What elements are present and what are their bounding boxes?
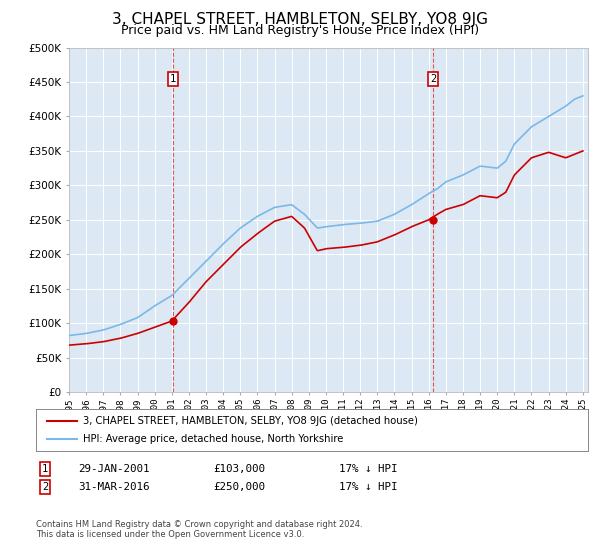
Text: 1: 1 (42, 464, 48, 474)
Text: 3, CHAPEL STREET, HAMBLETON, SELBY, YO8 9JG: 3, CHAPEL STREET, HAMBLETON, SELBY, YO8 … (112, 12, 488, 27)
Text: 3, CHAPEL STREET, HAMBLETON, SELBY, YO8 9JG (detached house): 3, CHAPEL STREET, HAMBLETON, SELBY, YO8 … (83, 416, 418, 426)
Text: Price paid vs. HM Land Registry's House Price Index (HPI): Price paid vs. HM Land Registry's House … (121, 24, 479, 37)
Text: 1: 1 (170, 73, 176, 83)
Text: 31-MAR-2016: 31-MAR-2016 (78, 482, 149, 492)
Text: 17% ↓ HPI: 17% ↓ HPI (339, 464, 397, 474)
Text: HPI: Average price, detached house, North Yorkshire: HPI: Average price, detached house, Nort… (83, 434, 343, 444)
Text: 2: 2 (42, 482, 48, 492)
Text: £250,000: £250,000 (213, 482, 265, 492)
Text: £103,000: £103,000 (213, 464, 265, 474)
Text: 29-JAN-2001: 29-JAN-2001 (78, 464, 149, 474)
Text: Contains HM Land Registry data © Crown copyright and database right 2024.
This d: Contains HM Land Registry data © Crown c… (36, 520, 362, 539)
Text: 2: 2 (430, 73, 436, 83)
Text: 17% ↓ HPI: 17% ↓ HPI (339, 482, 397, 492)
